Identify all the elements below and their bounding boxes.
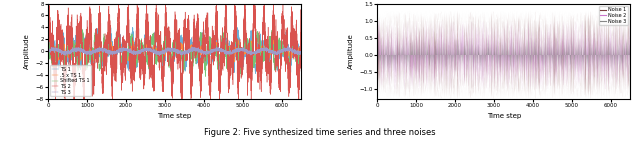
- .5 x TS 1: [146, 62, 154, 63]
- TS 2: [67, 48, 75, 50]
- TS 1: [289, 52, 296, 53]
- Noise 2: [374, 53, 381, 55]
- TS 3: [156, 55, 163, 57]
- .5 x TS 1: [270, 48, 278, 49]
- .5 x TS 1: [44, 46, 52, 48]
- Noise 3: [373, 67, 381, 68]
- TS 1: [270, 45, 278, 47]
- TS 3: [298, 52, 305, 54]
- Noise 1: [374, 59, 381, 61]
- Noise 3: [374, 64, 381, 66]
- TS 2: [289, 29, 296, 30]
- TS 2: [80, 111, 88, 113]
- TS 3: [44, 50, 52, 52]
- TS 3: [125, 51, 132, 53]
- Noise 3: [374, 60, 381, 62]
- Noise 2: [373, 58, 381, 60]
- TS 2: [193, 54, 200, 55]
- Noise 1: [373, 57, 381, 59]
- Noise 2: [374, 43, 381, 44]
- TS 3: [284, 46, 291, 47]
- Noise 3: [374, 59, 381, 61]
- Shifted TS 1: [113, 28, 121, 30]
- Shifted TS 1: [193, 51, 200, 53]
- Noise 2: [374, 64, 381, 66]
- Noise 2: [374, 53, 381, 55]
- TS 1: [44, 41, 52, 43]
- .5 x TS 1: [67, 50, 75, 52]
- Shifted TS 1: [236, 77, 244, 78]
- TS 1: [193, 62, 200, 63]
- Legend: TS 1, .5 x TS 1, Shifted TS 1, TS 2, TS 3: TS 1, .5 x TS 1, Shifted TS 1, TS 2, TS …: [51, 65, 91, 96]
- Noise 2: [374, 88, 381, 89]
- Noise 3: [373, 54, 381, 55]
- .5 x TS 1: [129, 38, 136, 40]
- Noise 1: [374, 42, 381, 43]
- Line: Shifted TS 1: Shifted TS 1: [48, 29, 301, 77]
- Noise 2: [374, 37, 381, 39]
- X-axis label: Time step: Time step: [486, 113, 521, 119]
- TS 1: [298, 51, 305, 53]
- Noise 3: [374, 51, 381, 53]
- TS 1: [146, 73, 154, 75]
- TS 1: [167, 58, 175, 59]
- Legend: Noise 1, Noise 2, Noise 3: Noise 1, Noise 2, Noise 3: [599, 6, 628, 25]
- Noise 2: [374, 20, 381, 21]
- TS 2: [270, 7, 278, 8]
- Text: Figure 2: Five synthesized time series and three noises: Figure 2: Five synthesized time series a…: [204, 128, 436, 137]
- Y-axis label: Amplitude: Amplitude: [24, 33, 30, 69]
- .5 x TS 1: [289, 51, 296, 53]
- TS 2: [125, 10, 132, 11]
- Noise 1: [374, 13, 381, 15]
- Line: TS 3: TS 3: [48, 47, 301, 56]
- Noise 1: [374, 81, 381, 83]
- Noise 3: [374, 45, 381, 46]
- Noise 1: [373, 20, 381, 21]
- Noise 3: [374, 45, 381, 46]
- Shifted TS 1: [270, 60, 278, 62]
- Noise 2: [373, 81, 381, 82]
- TS 1: [125, 60, 132, 62]
- TS 2: [167, 60, 175, 62]
- Shifted TS 1: [67, 53, 75, 54]
- TS 2: [44, 33, 52, 35]
- Noise 1: [374, 48, 381, 49]
- TS 2: [298, 16, 305, 18]
- Shifted TS 1: [298, 57, 305, 58]
- Shifted TS 1: [44, 30, 52, 32]
- Noise 3: [374, 61, 381, 63]
- Shifted TS 1: [125, 41, 132, 43]
- Noise 3: [373, 53, 381, 55]
- TS 3: [193, 49, 200, 50]
- Noise 1: [373, 84, 381, 86]
- TS 3: [289, 48, 296, 50]
- .5 x TS 1: [125, 55, 132, 57]
- .5 x TS 1: [167, 54, 175, 56]
- .5 x TS 1: [193, 56, 200, 58]
- Line: TS 1: TS 1: [48, 27, 301, 74]
- Noise 1: [374, 35, 381, 36]
- TS 3: [269, 53, 277, 54]
- .5 x TS 1: [298, 51, 305, 52]
- Y-axis label: Amplitude: Amplitude: [348, 33, 354, 69]
- Shifted TS 1: [167, 65, 175, 66]
- Noise 2: [373, 53, 381, 55]
- Line: .5 x TS 1: .5 x TS 1: [48, 39, 301, 63]
- Noise 1: [374, 25, 381, 27]
- Shifted TS 1: [289, 40, 296, 42]
- X-axis label: Time step: Time step: [157, 113, 192, 119]
- TS 3: [67, 52, 75, 53]
- TS 3: [167, 49, 175, 51]
- TS 1: [67, 50, 75, 51]
- TS 1: [129, 26, 136, 28]
- Line: TS 2: TS 2: [48, 0, 301, 112]
